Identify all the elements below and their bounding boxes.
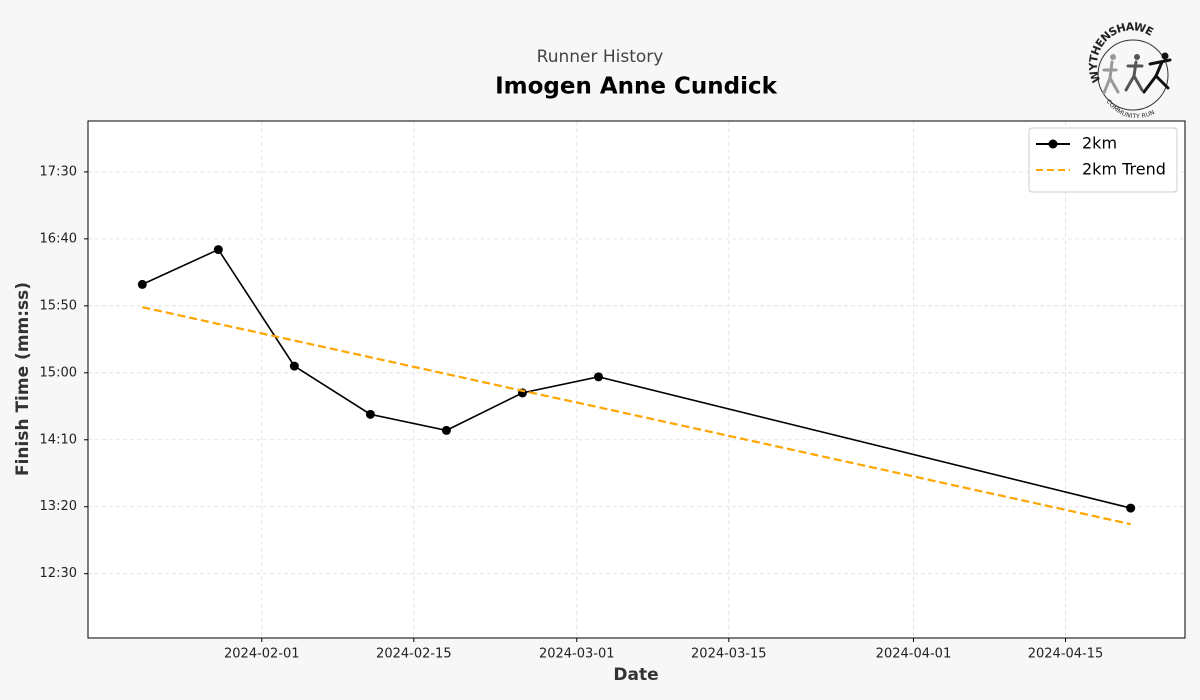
y-tick-label: 16:40 [40,231,77,246]
logo-top-text: WYTHENSHAWE [1087,20,1156,84]
data-point [1126,503,1136,513]
x-tick-label: 2024-03-01 [539,647,615,662]
logo-ring [1097,39,1169,111]
data-point [441,425,451,435]
x-tick-label: 2024-03-15 [691,647,767,662]
logo: WYTHENSHAWE COMMUNITY RUN [1087,20,1172,120]
y-tick-label: 17:30 [40,164,77,179]
data-point [137,279,147,289]
y-tick-label: 15:00 [40,365,77,380]
y-tick-label: 13:20 [40,499,77,514]
legend-marker [1048,139,1058,149]
plot-area [88,121,1185,638]
chart-title: Imogen Anne Cundick [495,74,778,100]
logo-bottom-path: COMMUNITY RUN [1105,98,1156,120]
data-point [213,245,223,255]
x-axis-label: Date [613,665,658,685]
x-tick-label: 2024-04-01 [876,647,952,662]
y-tick-label: 15:50 [40,298,77,313]
legend-label: 2km [1082,134,1117,153]
logo-runners [1102,52,1172,95]
x-tick-label: 2024-04-15 [1028,647,1104,662]
y-tick-label: 14:10 [40,432,77,447]
legend-label: 2km Trend [1082,160,1166,179]
data-point [593,372,603,382]
logo-bottom-text: COMMUNITY RUN [1105,98,1156,120]
y-tick-label: 12:30 [40,566,77,581]
series-line [142,306,1131,526]
logo-top-path: WYTHENSHAWE [1087,20,1156,84]
chart-subtitle: Runner History [537,47,664,67]
x-tick-label: 2024-02-01 [224,647,300,662]
x-tick-label: 2024-02-15 [376,647,452,662]
y-axis-label: Finish Time (mm:ss) [13,282,33,476]
data-point [365,409,375,419]
series-line [141,248,1131,509]
data-point [289,361,299,371]
plot-border [87,120,1186,639]
